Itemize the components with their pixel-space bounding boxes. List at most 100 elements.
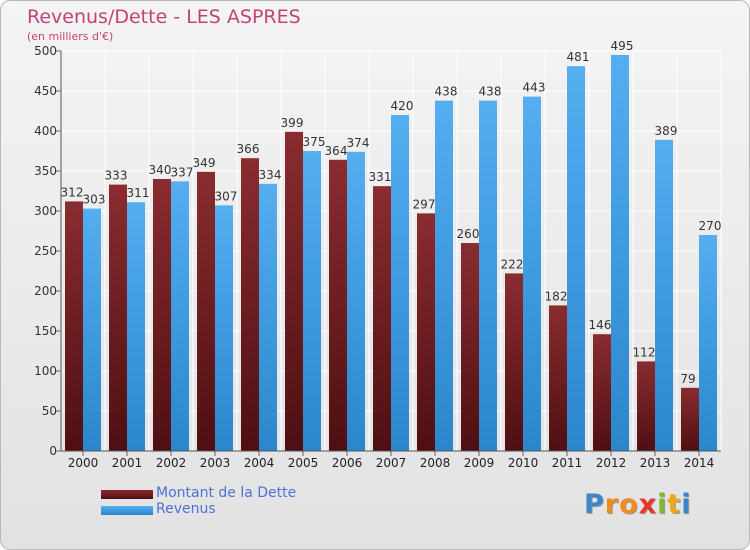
data-label-revenus: 438 (479, 85, 502, 99)
x-tick-label: 2014 (684, 456, 715, 470)
data-label-dette: 333 (105, 169, 128, 183)
x-tick-label: 2002 (156, 456, 187, 470)
x-tick-label: 2006 (332, 456, 363, 470)
bar-dette (329, 159, 347, 452)
data-label-revenus: 389 (655, 124, 678, 138)
data-label-dette: 331 (369, 170, 392, 184)
x-tick-label: 2004 (244, 456, 275, 470)
data-label-dette: 312 (61, 185, 84, 199)
data-label-dette: 349 (193, 156, 216, 170)
data-label-revenus: 334 (259, 168, 282, 182)
bar-revenus (655, 139, 673, 452)
legend-label-revenus: Revenus (156, 501, 216, 517)
bar-dette (417, 213, 435, 451)
data-label-revenus: 481 (567, 50, 590, 64)
bar-dette (65, 201, 83, 451)
bar-revenus (699, 235, 717, 451)
x-tick-label: 2005 (288, 456, 319, 470)
x-tick-label: 2001 (112, 456, 143, 470)
data-label-revenus: 303 (83, 193, 106, 207)
data-label-dette: 260 (457, 227, 480, 241)
data-label-revenus: 270 (699, 219, 722, 233)
bar-revenus (83, 208, 101, 451)
legend-swatch-revenus (101, 506, 153, 515)
data-label-revenus: 438 (435, 85, 458, 99)
y-tick-label: 350 (34, 164, 57, 178)
data-label-revenus: 307 (215, 189, 238, 203)
data-label-dette: 222 (501, 257, 524, 271)
bar-dette (241, 158, 259, 451)
bar-dette (637, 361, 655, 451)
y-tick-label: 0 (49, 444, 57, 458)
bar-revenus (479, 100, 497, 451)
data-label-dette: 182 (545, 289, 568, 303)
x-tick-label: 2008 (420, 456, 451, 470)
y-tick-label: 200 (34, 284, 57, 298)
bar-dette (153, 179, 171, 451)
data-label-dette: 79 (680, 372, 695, 386)
data-label-revenus: 495 (611, 39, 634, 53)
legend-label-dette: Montant de la Dette (156, 485, 297, 501)
data-label-revenus: 374 (347, 136, 370, 150)
bar-revenus (391, 115, 409, 451)
y-tick-label: 50 (42, 404, 57, 418)
bar-revenus (435, 100, 453, 451)
logo-letter: t (667, 489, 682, 520)
y-tick-label: 450 (34, 84, 57, 98)
bar-revenus (567, 66, 585, 451)
y-tick-label: 150 (34, 324, 57, 338)
data-label-revenus: 420 (391, 99, 414, 113)
bars (65, 55, 717, 452)
bar-revenus (347, 151, 365, 452)
bar-revenus (611, 55, 629, 451)
bar-dette (373, 186, 391, 451)
bar-dette (285, 131, 303, 452)
y-tick-label: 400 (34, 124, 57, 138)
bar-revenus (523, 96, 541, 451)
data-label-dette: 297 (413, 197, 436, 211)
logo-letter: i (681, 489, 692, 520)
y-tick-label: 500 (34, 44, 57, 58)
bar-revenus (303, 151, 321, 451)
bar-revenus (127, 202, 145, 451)
axes: 0 50 100 150 200 250 300 350 400 450 500 2000 2001 20… (34, 44, 721, 470)
x-tick-label: 2000 (68, 456, 99, 470)
bar-dette (593, 334, 611, 451)
bar-revenus (259, 183, 277, 452)
bar-revenus (215, 205, 233, 451)
data-label-dette: 364 (325, 144, 348, 158)
bar-revenus (171, 181, 189, 451)
logo-letter: o (619, 489, 639, 520)
logo-letter: i (657, 489, 668, 520)
data-label-dette: 146 (589, 318, 612, 332)
chart-subtitle: (en milliers d'€) (27, 30, 114, 43)
data-label-dette: 340 (149, 163, 172, 177)
logo-letter: P (584, 489, 605, 520)
y-tick-label: 300 (34, 204, 57, 218)
chart-title: Revenus/Dette - LES ASPRES (27, 6, 301, 28)
bar-dette (109, 184, 127, 451)
data-label-dette: 366 (237, 142, 260, 156)
bar-dette (197, 171, 215, 452)
x-tick-label: 2013 (640, 456, 671, 470)
logo-letter: r (604, 489, 620, 520)
data-label-revenus: 443 (523, 81, 546, 95)
bar-dette (681, 387, 699, 451)
data-label-dette: 399 (281, 116, 304, 130)
legend-swatch-dette (101, 490, 153, 499)
x-tick-label: 2007 (376, 456, 407, 470)
x-tick-label: 2009 (464, 456, 495, 470)
data-label-revenus: 375 (303, 135, 326, 149)
logo-letter: x (638, 489, 658, 520)
x-tick-label: 2012 (596, 456, 627, 470)
data-label-revenus: 337 (171, 165, 194, 179)
y-tick-label: 250 (34, 244, 57, 258)
bar-dette (505, 273, 523, 451)
y-tick-label: 100 (34, 364, 57, 378)
x-tick-label: 2010 (508, 456, 539, 470)
data-label-dette: 112 (633, 345, 656, 359)
bar-dette (549, 305, 567, 451)
